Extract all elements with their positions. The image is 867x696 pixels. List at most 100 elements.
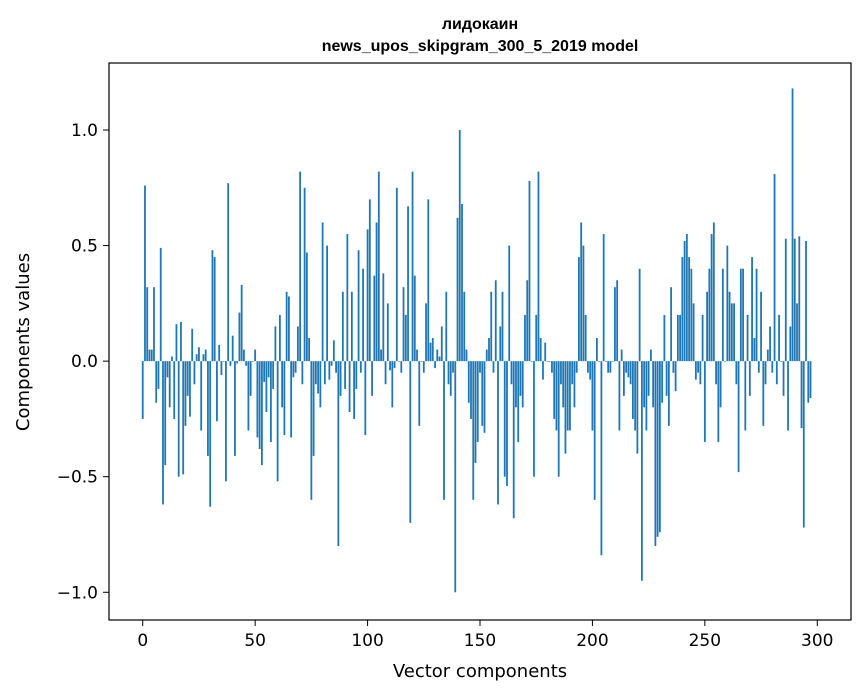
bar [769,326,771,362]
bar [742,268,744,362]
bar [303,187,306,362]
bar [225,361,227,482]
x-tick-label: 50 [244,631,266,651]
x-axis-label: Vector components [393,661,567,682]
bar [739,268,742,362]
bar [544,342,547,362]
bar [418,361,421,426]
bar [164,361,167,466]
bar [674,361,677,392]
bar [571,361,574,385]
bar [326,245,328,362]
bar [699,361,702,385]
bar [616,280,619,362]
bar [483,361,486,433]
bar [632,361,634,419]
bar [551,361,553,373]
bar [656,361,659,537]
bar [429,342,432,362]
bar [553,361,556,419]
bar [753,338,756,362]
bar [517,361,520,443]
bar [762,361,765,426]
bar [465,349,468,362]
bar [335,361,337,373]
bar [692,303,695,362]
bar [676,314,679,362]
bar [328,361,331,380]
bar [546,361,549,362]
bar [375,222,378,362]
bar [764,361,767,385]
bar [274,326,277,362]
bar [564,361,567,454]
bar [719,361,722,408]
bar [159,247,162,362]
x-tick-label: 300 [801,631,833,651]
bar [802,361,805,528]
bar [321,222,324,362]
bar [488,338,490,362]
bar [236,361,239,364]
bar [341,291,344,362]
bar [359,361,362,373]
bar [726,245,729,362]
bar [229,361,232,366]
bar [611,361,614,362]
bar [463,291,466,362]
bar [555,361,558,431]
bar [614,287,616,362]
bar [701,314,704,362]
bar [234,361,236,456]
bar [395,187,398,362]
bar [503,361,506,477]
x-tick-label: 100 [351,631,383,651]
bar [348,361,351,412]
bar [501,291,504,362]
bar [566,361,569,431]
bar [497,361,499,505]
bar [193,361,196,385]
y-tick-label: 0.5 [71,237,98,257]
bar [672,361,675,373]
bar [620,349,623,362]
bar [560,361,562,385]
bar [254,349,257,362]
bar [312,361,315,456]
bar [443,361,445,500]
bar [755,268,758,362]
bar [472,361,475,500]
bar [222,361,225,362]
bar [180,321,182,362]
bar [510,361,513,385]
y-axis-ticks: −1.0 −0.5 0.0 0.5 1.0 [57,121,109,603]
bar [708,268,711,362]
bar [508,245,511,362]
bar [400,361,403,373]
bar [728,291,731,362]
bar [144,185,146,362]
bar [454,361,457,593]
bar [717,361,720,443]
bar [292,361,295,378]
bar [368,199,371,362]
x-axis-ticks: 0 50 100 150 200 250 300 [137,620,833,651]
bar [775,361,778,385]
bar [431,338,434,362]
bar [757,361,760,373]
bar [269,361,272,443]
bar [141,361,144,419]
chart-subtitle: news_upos_skipgram_300_5_2019 model [322,38,639,55]
bar [607,361,610,373]
bar [600,361,603,556]
bar [703,361,706,443]
bar [305,252,308,362]
bar [787,361,789,431]
bar [150,349,153,362]
bar [153,287,155,362]
bar [438,356,441,362]
bar [278,314,281,362]
bar [573,361,576,408]
bar [665,361,668,396]
